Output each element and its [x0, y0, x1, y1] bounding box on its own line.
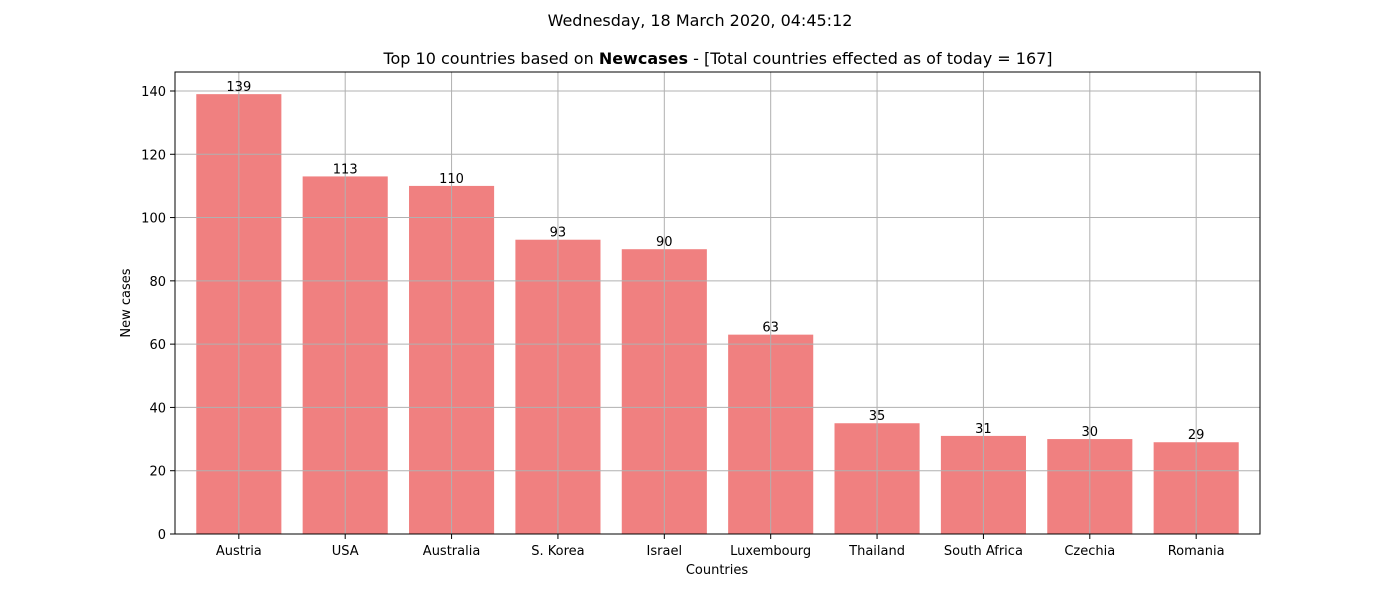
- bar-value-label: 35: [869, 409, 886, 424]
- chart-title-suffix: - [Total countries effected as of today …: [688, 49, 1053, 68]
- x-axis-label: Countries: [686, 563, 749, 578]
- bar-value-label: 139: [226, 80, 251, 95]
- chart-title-bold: Newcases: [599, 49, 688, 68]
- bar-value-label: 113: [333, 162, 358, 177]
- chart-suptitle: Wednesday, 18 March 2020, 04:45:12: [548, 11, 853, 30]
- y-tick-label: 20: [149, 465, 166, 480]
- bars-layer: [196, 94, 1239, 535]
- ticks-layer: Austria USA Australia S. Korea Israel Luxembo…: [141, 85, 1224, 559]
- x-tick-label: Romania: [1168, 544, 1225, 559]
- chart-title-prefix: Top 10 countries based on: [382, 49, 598, 68]
- y-axis-label: New cases: [119, 268, 134, 337]
- x-tick-label: Luxembourg: [730, 544, 811, 559]
- labels-layer: 139 113 110 93 90 63 35 31 30 29: [226, 80, 1204, 443]
- bar-value-label: 31: [975, 422, 992, 437]
- y-tick-label: 60: [149, 338, 166, 353]
- y-tick-label: 0: [158, 528, 166, 543]
- bar-value-label: 63: [762, 321, 779, 336]
- x-tick-label: Austria: [216, 544, 262, 559]
- y-tick-label: 80: [149, 275, 166, 290]
- x-tick-label: Thailand: [848, 544, 905, 559]
- y-tick-label: 40: [149, 401, 166, 416]
- x-tick-label: South Africa: [944, 544, 1023, 559]
- x-tick-label: Australia: [423, 544, 481, 559]
- y-tick-label: 140: [141, 85, 166, 100]
- y-tick-label: 120: [141, 148, 166, 163]
- x-tick-label: Czechia: [1064, 544, 1115, 559]
- axes-frame: [174, 71, 1261, 535]
- bar-value-label: 30: [1082, 425, 1099, 440]
- x-tick-label: S. Korea: [531, 544, 584, 559]
- x-tick-label: USA: [332, 544, 359, 559]
- x-tick-label: Israel: [647, 544, 683, 559]
- bar-value-label: 29: [1188, 428, 1205, 443]
- chart-title: Top 10 countries based on Newcases - [To…: [382, 49, 1052, 68]
- bar-value-label: 93: [550, 226, 567, 241]
- bar-value-label: 110: [439, 172, 464, 187]
- y-tick-label: 100: [141, 212, 166, 227]
- bar-value-label: 90: [656, 235, 673, 250]
